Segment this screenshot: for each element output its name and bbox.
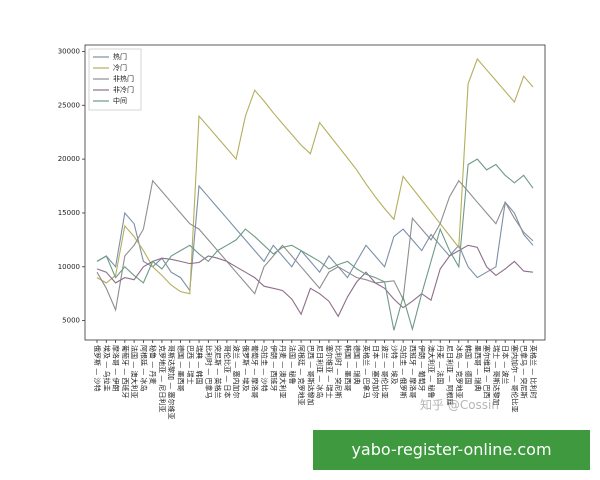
legend-label: 冷门: [113, 63, 127, 72]
x-tick-label: 丹麦 — 法国: [436, 345, 445, 384]
x-tick-label: 埃及 — 乌拉圭: [102, 345, 111, 391]
series-line: [96, 158, 534, 332]
x-tick-label: 葡萄牙 — 摩洛哥: [251, 345, 260, 398]
x-tick-label: 德国 — 墨西哥: [176, 345, 185, 391]
x-tick-label: 克罗地亚 — 尼日利亚: [158, 345, 167, 412]
x-tick-label: 冰岛 — 克罗地亚: [455, 345, 464, 398]
x-tick-label: 英格兰 — 比利时: [529, 345, 538, 398]
x-tick-label: 塞尔维亚 — 瑞士: [325, 345, 334, 398]
x-tick-label: 墨西哥 — 瑞典: [473, 345, 482, 391]
x-tick-label: 英格兰 — 巴拿马: [362, 345, 371, 398]
y-tick-label: 25000: [58, 101, 80, 109]
x-tick-label: 澳大利亚 — 秘鲁: [427, 345, 436, 398]
x-tick-label: 尼日利亚 — 阿根廷: [446, 345, 455, 405]
x-tick-label: 韩国 — 德国: [464, 345, 473, 384]
x-tick-label: 巴拿马 — 突尼斯: [520, 345, 529, 398]
banner: yabo-register-online.com: [313, 430, 590, 470]
x-tick-label: 波兰 — 哥伦比亚: [381, 345, 390, 398]
x-tick-label: 日本 — 波兰: [501, 345, 510, 384]
x-tick-label: 巴西 — 瑞士: [186, 345, 195, 384]
x-tick-label: 俄罗斯 — 沙特: [93, 345, 102, 391]
x-tick-label: 伊朗 — 西班牙: [269, 345, 278, 391]
x-tick-label: 阿根廷 — 克罗地亚: [297, 345, 306, 405]
x-tick-label: 西班牙 — 摩洛哥: [408, 345, 417, 398]
x-tick-label: 德国 — 瑞典: [353, 345, 362, 384]
x-tick-label: 波兰 — 塞内加尔: [232, 345, 241, 398]
x-tick-label: 法国 — 秘鲁: [288, 345, 297, 384]
x-tick-label: 俄罗斯 — 埃及: [241, 345, 250, 391]
x-tick-label: 法国 — 澳大利亚: [130, 345, 139, 398]
x-tick-label: 日本 — 塞内加尔: [371, 345, 380, 398]
legend-label: 热门: [113, 52, 127, 61]
x-tick-label: 沙特 — 埃及: [390, 345, 399, 384]
x-tick-label: 塞尔维亚 — 巴西: [483, 345, 492, 398]
series-line: [96, 184, 534, 293]
y-tick-label: 20000: [58, 155, 80, 163]
y-tick-label: 15000: [58, 209, 80, 217]
x-tick-label: 乌拉圭 — 沙特: [260, 345, 269, 391]
series-line: [96, 244, 534, 318]
x-tick-label: 哥斯达黎加 — 塞尔维亚: [167, 345, 176, 419]
x-tick-label: 丹麦 — 澳大利亚: [279, 345, 288, 398]
y-tick-label: 30000: [58, 47, 80, 55]
x-tick-label: 秘鲁 — 丹麦: [149, 345, 158, 384]
series-line: [96, 57, 534, 295]
x-tick-label: 瑞典 — 韩国: [195, 345, 204, 384]
watermark: 知乎 @Cossin: [420, 398, 499, 412]
x-tick-label: 葡萄牙 — 西班牙: [121, 345, 130, 398]
legend-label: 非冷门: [113, 85, 134, 94]
legend-label: 非热门: [113, 74, 134, 83]
plot-frame: [84, 44, 546, 341]
x-tick-label: 突尼斯 — 英格兰: [214, 345, 223, 398]
x-tick-label: 巴西 — 哥斯达黎加: [306, 345, 315, 405]
x-tick-label: 阿根廷 — 冰岛: [139, 345, 148, 391]
x-tick-label: 乌拉圭 — 俄罗斯: [399, 345, 408, 398]
x-tick-label: 伊朗 — 葡萄牙: [418, 345, 427, 391]
legend-label: 中间: [113, 96, 127, 105]
x-tick-label: 瑞士 — 哥斯达黎加: [492, 345, 501, 405]
x-tick-label: 比利时 — 巴拿马: [204, 345, 213, 398]
x-tick-label: 塞内加尔 — 哥伦比亚: [510, 345, 519, 412]
x-tick-label: 哥伦比亚 — 日本: [223, 345, 232, 398]
series-line: [96, 179, 534, 312]
x-tick-label: 摩洛哥 — 伊朗: [112, 345, 121, 391]
x-tick-label: 尼日利亚 — 冰岛: [316, 345, 325, 398]
x-tick-label: 比利时 — 突尼斯: [334, 345, 343, 398]
y-tick-label: 10000: [58, 263, 80, 271]
y-tick-label: 5000: [62, 317, 80, 325]
x-tick-label: 韩国 — 墨西哥: [343, 345, 352, 391]
